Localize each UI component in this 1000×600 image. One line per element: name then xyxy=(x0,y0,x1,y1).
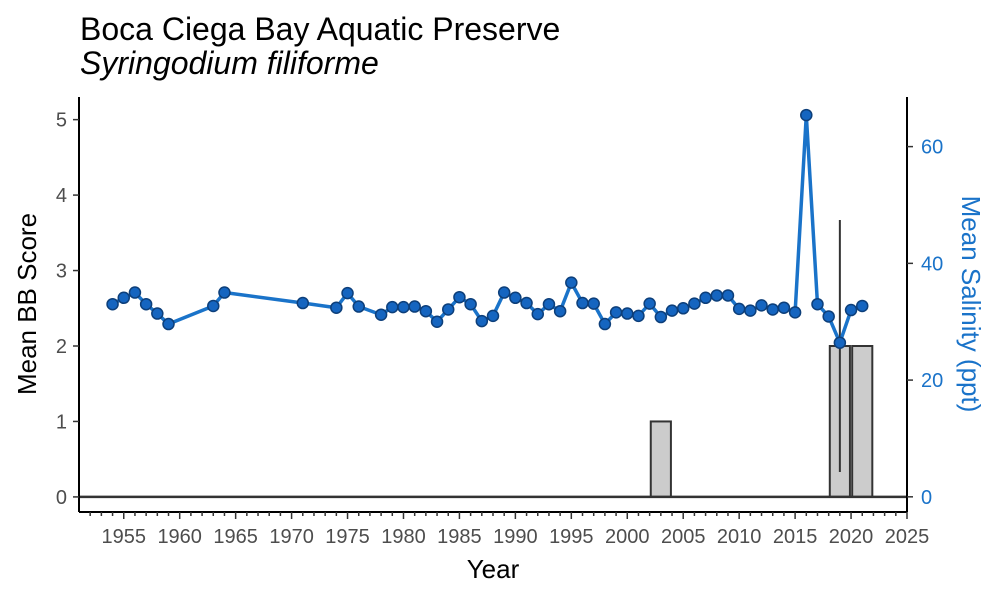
salinity-point xyxy=(721,289,735,302)
x-tick-label: 1965 xyxy=(213,526,258,548)
salinity-point xyxy=(542,297,556,311)
salinity-point xyxy=(665,304,679,317)
salinity-point xyxy=(766,303,779,316)
bar xyxy=(851,345,874,498)
salinity-point xyxy=(296,296,310,310)
salinity-point xyxy=(844,303,858,317)
salinity-point xyxy=(330,301,343,314)
x-tick-label: 2025 xyxy=(885,526,930,548)
salinity-point xyxy=(207,299,220,313)
x-tick-label: 1960 xyxy=(157,526,202,548)
salinity-point xyxy=(475,314,489,328)
salinity-point xyxy=(565,276,578,289)
salinity-point xyxy=(621,307,634,320)
x-tick-label: 1990 xyxy=(493,526,538,548)
salinity-point xyxy=(587,297,600,310)
salinity-point xyxy=(744,304,757,317)
y2-tick-label: 20 xyxy=(921,370,943,392)
salinity-point xyxy=(643,297,656,310)
salinity-point xyxy=(464,297,477,311)
salinity-point xyxy=(151,307,164,320)
x-tick-label: 2000 xyxy=(605,526,650,548)
y2-tick-label: 0 xyxy=(921,487,932,509)
salinity-point xyxy=(699,291,712,305)
salinity-point xyxy=(598,317,612,331)
x-tick-label: 2005 xyxy=(661,526,706,548)
salinity-point xyxy=(486,309,500,323)
salinity-point xyxy=(833,336,847,349)
chart-title: Boca Ciega Bay Aquatic Preserve xyxy=(80,11,560,47)
salinity-point xyxy=(352,300,365,313)
salinity-point xyxy=(117,291,131,305)
salinity-point xyxy=(139,297,153,311)
bar xyxy=(649,420,672,498)
x-tick-label: 1970 xyxy=(269,526,314,548)
y-tick-label: 2 xyxy=(56,336,67,358)
x-tick-label: 1985 xyxy=(437,526,482,548)
y2-axis-label: Mean Salinity (ppt) xyxy=(956,196,986,413)
salinity-point xyxy=(822,310,835,323)
y-tick-label: 1 xyxy=(56,411,67,433)
salinity-point xyxy=(374,308,388,321)
salinity-point xyxy=(811,297,824,311)
x-tick-label: 1955 xyxy=(102,526,147,548)
salinity-point xyxy=(162,317,175,331)
salinity-point xyxy=(609,306,623,319)
y-tick-label: 5 xyxy=(56,110,67,132)
y2-tick-label: 60 xyxy=(921,137,943,159)
salinity-point xyxy=(755,299,768,312)
salinity-point xyxy=(128,286,142,299)
salinity-point xyxy=(408,300,421,313)
x-tick-label: 2020 xyxy=(829,526,874,548)
y-axis-label: Mean BB Score xyxy=(12,213,42,395)
y-tick-label: 4 xyxy=(56,185,67,207)
salinity-point xyxy=(576,296,589,310)
salinity-point xyxy=(430,315,444,328)
x-axis-label: Year xyxy=(467,554,520,584)
points-layer xyxy=(106,108,869,349)
salinity-point xyxy=(520,296,533,310)
salinity-point xyxy=(531,307,545,321)
x-tick-label: 1975 xyxy=(325,526,370,548)
x-tick-label: 1995 xyxy=(549,526,594,548)
salinity-point xyxy=(855,299,869,313)
salinity-point xyxy=(777,301,791,314)
y-tick-label: 3 xyxy=(56,261,67,283)
salinity-point xyxy=(419,304,433,318)
salinity-point xyxy=(654,310,668,324)
salinity-point xyxy=(732,302,746,316)
salinity-point xyxy=(509,291,522,305)
chart-subtitle: Syringodium filiforme xyxy=(80,45,379,81)
y-tick-label: 0 xyxy=(56,487,67,509)
salinity-point xyxy=(453,290,466,304)
axes-layer: 1955 1960 1965 1970 1975 1980 1985 1990 1995 2000… xyxy=(56,97,943,548)
salinity-point xyxy=(106,297,119,311)
x-tick-label: 2015 xyxy=(773,526,818,548)
salinity-point xyxy=(800,108,813,122)
salinity-point xyxy=(676,302,690,315)
salinity-point xyxy=(397,300,410,314)
salinity-point xyxy=(341,286,354,300)
x-tick-label: 2010 xyxy=(717,526,762,548)
salinity-point xyxy=(710,289,724,302)
y2-tick-label: 40 xyxy=(921,253,943,275)
x-tick-label: 1980 xyxy=(381,526,426,548)
salinity-point xyxy=(688,297,701,310)
salinity-point xyxy=(553,304,567,318)
salinity-point xyxy=(788,306,802,319)
salinity-point xyxy=(632,309,645,323)
salinity-point xyxy=(386,300,399,314)
salinity-point xyxy=(497,286,511,299)
salinity-point xyxy=(441,303,455,316)
salinity-point xyxy=(218,286,231,299)
